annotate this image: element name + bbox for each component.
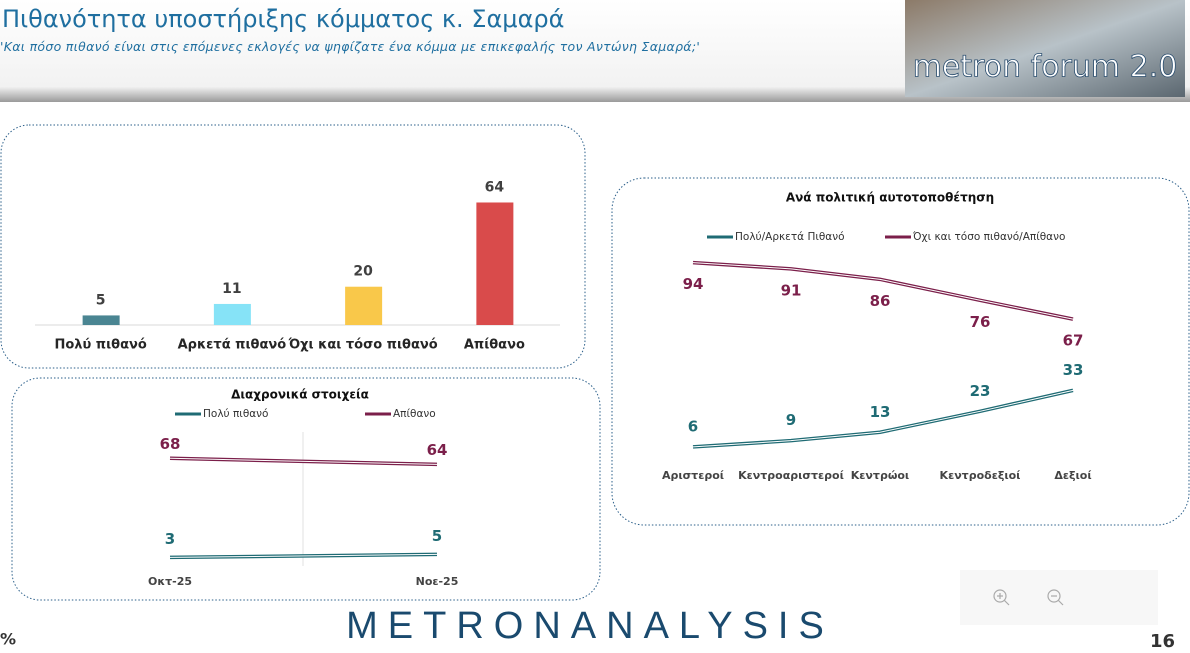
bar: [476, 202, 514, 325]
logo-text: metron forum 2.0: [913, 50, 1178, 85]
footer-unit: %: [0, 630, 16, 649]
value-label: 64: [485, 179, 505, 195]
value-label: 68: [160, 435, 181, 453]
legend-label: Πολύ πιθανό: [203, 408, 268, 420]
legend-label: Απίθανο: [393, 408, 436, 420]
series-line-highlight: [692, 389, 1074, 448]
legend-label: Όχι και τόσο πιθανό/Απίθανο: [912, 231, 1065, 243]
value-label: 67: [1063, 332, 1084, 350]
x-tick-label: Όχι και τόσο πιθανό: [288, 338, 438, 353]
value-label: 11: [222, 281, 241, 297]
value-label: 5: [96, 292, 106, 308]
series-line-highlight: [692, 262, 1074, 320]
series-line-highlight: [169, 553, 438, 558]
value-label: 76: [970, 313, 991, 331]
value-label: 20: [353, 264, 373, 280]
value-label: 9: [786, 411, 796, 429]
x-tick-label: Κεντροδεξιοί: [940, 469, 1021, 482]
slide-title: Πιθανότητα υποστήριξης κόμματος κ. Σαμαρ…: [2, 5, 564, 33]
x-tick-label: Οκτ-25: [148, 575, 192, 588]
value-label: 94: [683, 275, 704, 293]
subtitle-wrap: 'Και πόσο πιθανό είναι στις επόμενες εκλ…: [0, 39, 701, 54]
x-tick-label: Νοε-25: [416, 575, 459, 588]
x-tick-label: Αρκετά πιθανό: [178, 338, 287, 353]
value-label: 23: [970, 382, 991, 400]
chart-box: [11, 377, 601, 601]
x-tick-label: Απίθανο: [464, 338, 525, 353]
x-tick-label: Κεντροαριστεροί: [738, 469, 844, 482]
value-label: 6: [688, 417, 698, 435]
value-label: 86: [870, 292, 891, 310]
bar: [213, 303, 251, 325]
zoom-icons[interactable]: [993, 589, 1064, 606]
series-line-highlight: [169, 457, 438, 465]
bar: [345, 286, 383, 325]
chart-title: Ανά πολιτική αυτοτοποθέτηση: [786, 191, 994, 205]
zoom-panel: [960, 570, 1158, 625]
bar: [82, 315, 120, 325]
legend-label: Πολύ/Αρκετά Πιθανό: [735, 231, 845, 243]
x-tick-label: Πολύ πιθανό: [54, 338, 146, 353]
x-tick-label: Αριστεροί: [662, 469, 724, 482]
page-number: 16: [1150, 631, 1175, 652]
chart-box: [0, 124, 586, 369]
value-label: 91: [781, 281, 802, 299]
value-label: 13: [870, 403, 891, 421]
value-label: 33: [1063, 361, 1084, 379]
chart-title: Διαχρονικά στοιχεία: [231, 388, 369, 402]
x-tick-label: Κεντρώοι: [851, 469, 909, 482]
x-tick-label: Δεξιοί: [1054, 469, 1091, 482]
slide-subtitle: 'Και πόσο πιθανό είναι στις επόμενες εκλ…: [0, 39, 701, 54]
value-label: 5: [432, 527, 442, 545]
logo-photo: [905, 0, 1185, 97]
chart-box: [611, 177, 1190, 526]
value-label: 3: [165, 530, 175, 548]
value-label: 64: [427, 441, 448, 459]
footer-brand: METRONANALYSIS: [346, 605, 834, 647]
